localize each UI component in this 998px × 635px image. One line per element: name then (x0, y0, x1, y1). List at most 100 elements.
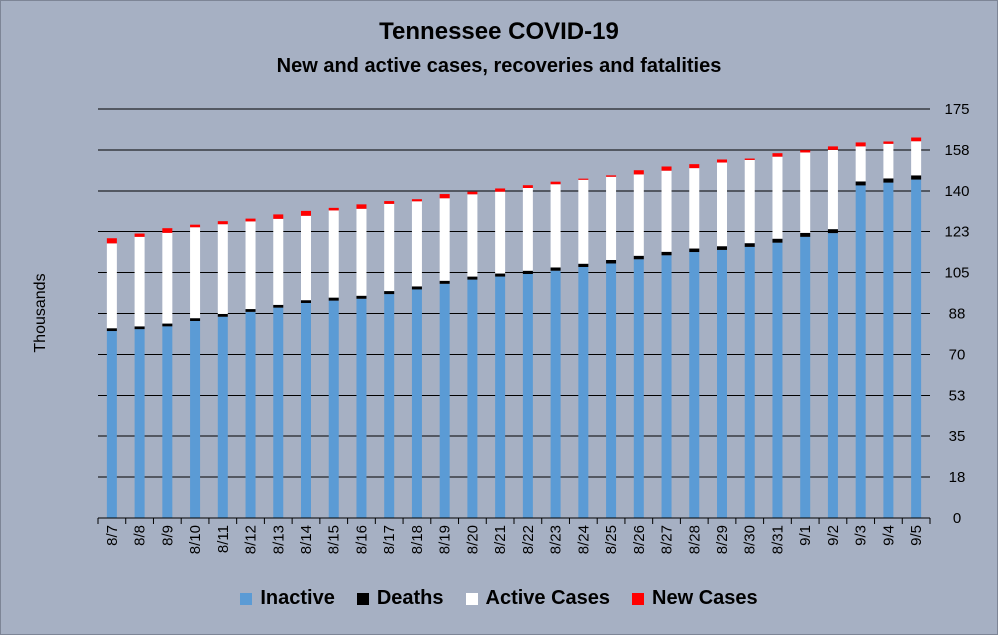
legend-item-new-cases: New Cases (632, 587, 758, 610)
bar-active-cases (245, 221, 256, 310)
x-tick-label: 8/9 (159, 525, 176, 546)
legend-label-active-cases: Active Cases (485, 587, 611, 609)
x-tick-label: 8/27 (659, 525, 676, 554)
bar-new-cases (827, 146, 838, 150)
bar-deaths (578, 263, 589, 267)
bar-active-cases (384, 203, 395, 292)
bar-inactive (495, 276, 506, 518)
legend-swatch-inactive (240, 592, 253, 605)
bar-active-cases (439, 198, 450, 281)
bar-active-cases (411, 201, 422, 287)
bar-inactive (550, 270, 561, 518)
x-tick-label: 8/31 (769, 525, 786, 554)
legend-label-inactive: Inactive (260, 587, 335, 609)
x-tick-label: 8/7 (104, 525, 121, 546)
bar-new-cases (467, 191, 478, 195)
bar-deaths (495, 273, 506, 277)
bar-deaths (411, 286, 422, 290)
y-tick-label: 123 (944, 224, 969, 241)
x-tick-label: 8/18 (409, 525, 426, 554)
bar-inactive (717, 249, 727, 518)
legend-label-deaths: Deaths (376, 587, 444, 609)
bar-new-cases (162, 228, 173, 233)
bar-deaths (883, 178, 894, 183)
y-tick-label: 140 (944, 183, 969, 200)
bar-new-cases (106, 238, 117, 244)
x-tick-label: 8/12 (243, 525, 260, 554)
chart-title: Tennessee COVID-19 (379, 18, 619, 45)
x-tick-label: 8/21 (492, 525, 509, 554)
bar-inactive (411, 289, 422, 518)
bar-inactive (633, 259, 644, 518)
bar-deaths (384, 291, 395, 295)
bar-active-cases (106, 243, 117, 329)
bar-deaths (633, 255, 644, 260)
bar-active-cases (522, 187, 533, 271)
bar-inactive (162, 326, 173, 518)
bar-deaths (162, 323, 173, 327)
x-tick-label: 8/8 (132, 525, 149, 546)
bar-active-cases (467, 194, 478, 277)
bar-inactive (855, 185, 866, 519)
bar-new-cases (911, 137, 922, 142)
bar-new-cases (411, 199, 422, 202)
bar-active-cases (606, 176, 617, 260)
y-tick-label: 35 (949, 428, 966, 445)
bar-active-cases (356, 208, 367, 296)
bar-deaths (717, 246, 727, 250)
y-tick-label: 88 (949, 306, 966, 323)
bar-deaths (911, 175, 922, 180)
legend-swatch-active-cases (465, 592, 478, 605)
bar-inactive (911, 179, 922, 518)
bar-new-cases (883, 141, 894, 144)
bar-new-cases (550, 181, 561, 185)
x-tick-label: 8/20 (464, 525, 481, 554)
bar-active-cases (855, 146, 866, 182)
bar-new-cases (134, 233, 145, 237)
bar-new-cases (245, 218, 256, 222)
bar-deaths (301, 300, 311, 303)
x-tick-label: 8/14 (298, 525, 315, 554)
bar-inactive (522, 274, 533, 518)
x-tick-label: 8/15 (326, 525, 343, 554)
legend: Inactive Deaths Active Cases New Cases (0, 587, 998, 610)
bar-new-cases (717, 159, 727, 163)
bar-new-cases (800, 150, 811, 153)
legend-item-active-cases: Active Cases (465, 587, 611, 610)
legend-swatch-deaths (356, 592, 369, 605)
x-tick-label: 8/11 (215, 525, 232, 553)
bar-inactive (384, 294, 395, 518)
bar-new-cases (606, 175, 617, 177)
bar-active-cases (800, 152, 811, 233)
y-tick-label: 105 (944, 265, 969, 282)
bar-inactive (217, 316, 228, 518)
bar-inactive (827, 233, 838, 518)
bar-inactive (245, 311, 256, 518)
bar-new-cases (439, 194, 450, 199)
bar-active-cases (661, 170, 672, 252)
bar-inactive (800, 236, 811, 518)
bar-inactive (578, 266, 589, 518)
bar-deaths (744, 243, 755, 247)
x-tick-label: 8/28 (686, 525, 703, 554)
bar-active-cases (190, 227, 201, 319)
bar-active-cases (744, 159, 755, 244)
bar-inactive (689, 252, 700, 518)
bar-active-cases (717, 162, 727, 247)
bar-new-cases (190, 224, 201, 228)
x-tick-label: 8/10 (187, 525, 204, 554)
bar-new-cases (495, 188, 506, 192)
bar-deaths (855, 181, 866, 186)
y-tick-label: 158 (944, 142, 969, 159)
x-tick-label: 9/5 (908, 525, 925, 546)
bar-new-cases (633, 170, 644, 175)
x-tick-label: 8/22 (520, 525, 537, 554)
bar-new-cases (578, 178, 589, 180)
x-tick-label: 8/19 (437, 525, 454, 554)
bar-new-cases (689, 164, 700, 169)
bar-new-cases (522, 185, 533, 188)
bar-active-cases (550, 184, 561, 268)
bar-deaths (328, 297, 339, 301)
bar-deaths (467, 276, 478, 280)
